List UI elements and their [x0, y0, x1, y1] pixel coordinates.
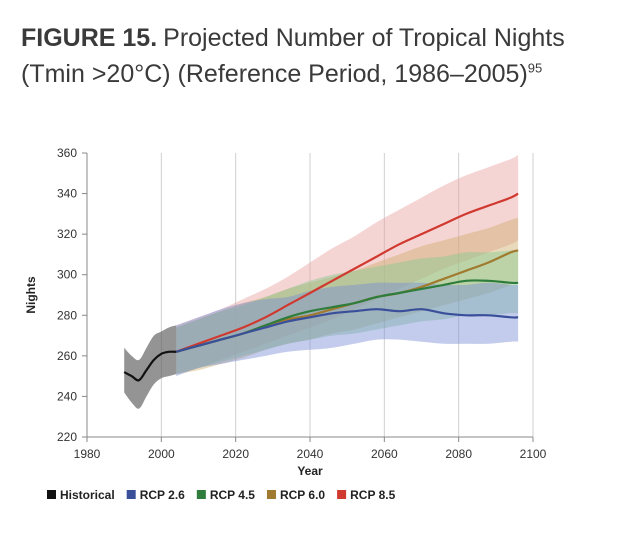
y-tick-label: 300 — [57, 268, 77, 282]
rcp-2-6-band — [176, 282, 519, 377]
grid-lines — [160, 153, 534, 437]
y-tick-label: 260 — [57, 349, 77, 363]
x-tick-label: 2100 — [520, 447, 547, 461]
x-axis-title: Year — [297, 464, 323, 478]
y-tick-label: 240 — [57, 389, 77, 403]
historical-band — [124, 325, 177, 409]
rcp-2-6-legend-label: RCP 2.6 — [140, 488, 185, 502]
series-lines — [123, 192, 519, 382]
y-tick-label: 280 — [57, 308, 77, 322]
y-tick-label: 360 — [57, 146, 77, 160]
rcp-4-5-legend-label: RCP 4.5 — [210, 488, 255, 502]
legend: Historical RCP 2.6 RCP 4.5 RCP 6.0 RCP 8.5 — [47, 488, 396, 502]
x-tick-label: 2060 — [371, 447, 398, 461]
figure-footnote-ref: 95 — [527, 60, 543, 76]
rcp-8-5-legend-label: RCP 8.5 — [350, 488, 395, 502]
rcp-4-5-legend-swatch — [196, 490, 206, 499]
x-tick-label: 2040 — [297, 447, 324, 461]
x-tick-label: 2000 — [148, 447, 175, 461]
y-tick-label: 220 — [57, 430, 77, 444]
x-tick-label: 1980 — [74, 447, 101, 461]
rcp-6-0-legend-swatch — [266, 490, 276, 499]
y-axis-title: Nights — [24, 276, 38, 314]
rcp-8-5-legend-swatch — [337, 490, 347, 499]
historical-legend-label: Historical — [60, 488, 115, 502]
figure-title: FIGURE 15. Projected Number of Tropical N… — [21, 20, 581, 92]
x-tick-label: 2080 — [445, 447, 472, 461]
y-tick-label: 320 — [57, 227, 77, 241]
rcp-2-6-legend-swatch — [126, 490, 136, 499]
figure-title-text: Projected Number of Tropical Nights (Tmi… — [21, 24, 565, 88]
historical-legend-swatch — [47, 490, 56, 499]
figure-label: FIGURE 15. — [21, 24, 158, 52]
x-tick-label: 2020 — [222, 447, 249, 461]
y-tick-label: 340 — [57, 187, 77, 201]
axes: 220 240 260 280 300 320 340 360 1980 2000 2020 2040… — [57, 146, 547, 461]
rcp-6-0-band — [176, 217, 519, 375]
rcp-6-0-legend-label: RCP 6.0 — [280, 488, 325, 502]
historical-line — [123, 350, 177, 382]
rcp-2-6-line — [175, 308, 519, 353]
rcp-8-5-line — [175, 192, 519, 353]
